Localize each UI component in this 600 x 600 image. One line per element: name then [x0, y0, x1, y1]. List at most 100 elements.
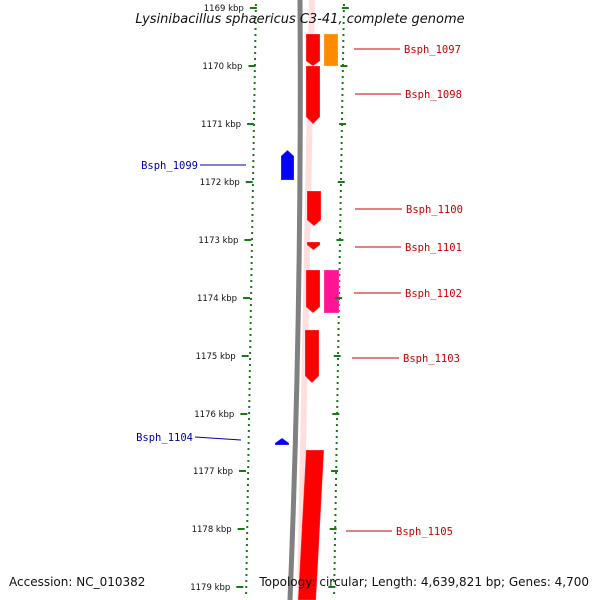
right-ruler-dot [341, 94, 344, 96]
left-ruler-dot [254, 34, 257, 36]
left-ruler-dot [248, 382, 251, 384]
right-ruler-dot [333, 556, 336, 558]
left-ruler-dot [250, 244, 253, 246]
left-ruler-dot [248, 388, 251, 390]
gene-label-bsph-1099[interactable]: Bsph_1099 [141, 160, 198, 172]
left-ruler-dot [250, 292, 253, 294]
gene-label-bsph-1104[interactable]: Bsph_1104 [136, 432, 193, 444]
left-ruler-dot [249, 340, 252, 342]
left-ruler-dot [254, 46, 257, 48]
right-ruler-dot [338, 280, 341, 282]
left-ruler-dot [251, 214, 254, 216]
right-ruler-dot [336, 400, 339, 402]
right-ruler-dot [335, 430, 338, 432]
left-ruler-dot [249, 346, 252, 348]
left-ruler-dot [246, 520, 249, 522]
right-ruler-dot [336, 406, 339, 408]
right-ruler-dot [341, 118, 344, 120]
right-ruler-dot [336, 364, 339, 366]
left-ruler-dot [246, 532, 249, 534]
left-ruler-dot [245, 568, 248, 570]
left-ruler-dot [248, 418, 251, 420]
gene-label-bsph-1102[interactable]: Bsph_1102 [405, 288, 462, 300]
right-ruler-dot [339, 214, 342, 216]
right-major-tick [339, 123, 347, 125]
left-ruler-dot [249, 310, 252, 312]
left-major-tick [236, 586, 244, 588]
gene-feature-bsph-1097[interactable] [324, 34, 338, 66]
right-ruler-dot [339, 220, 342, 222]
gene-feature-bsph-1097[interactable] [306, 34, 320, 66]
right-ruler-dot [336, 376, 339, 378]
gene-label-bsph-1097[interactable]: Bsph_1097 [404, 44, 461, 56]
right-ruler-dot [338, 250, 341, 252]
right-ruler-dot [334, 502, 337, 504]
right-ruler-dot [337, 340, 340, 342]
right-ruler-dot [341, 88, 344, 90]
left-ruler-dot [250, 256, 253, 258]
right-ruler-dot [342, 58, 345, 60]
gene-feature-bsph-1102[interactable] [324, 270, 339, 313]
left-ruler-dot [252, 130, 255, 132]
left-ruler-dot [249, 304, 252, 306]
right-ruler-dot [338, 256, 341, 258]
gene-feature-outline [305, 269, 321, 314]
right-ruler-dot [335, 442, 338, 444]
gene-feature-outline [306, 190, 322, 227]
right-ruler-dot [342, 34, 345, 36]
left-ruler-dot [254, 16, 257, 18]
tick-label: 1175 kbp [196, 352, 236, 362]
gene-feature-bsph-1105[interactable] [298, 450, 324, 600]
gene-feature-bsph-1099[interactable] [281, 150, 294, 180]
right-ruler-dot [340, 160, 343, 162]
gene-feature-bsph-1098[interactable] [306, 66, 320, 124]
left-major-tick [243, 297, 251, 299]
right-ruler-dot [335, 466, 338, 468]
tick-label: 1174 kbp [197, 294, 237, 304]
left-ruler-dot [249, 358, 252, 360]
tick-label: 1173 kbp [198, 236, 238, 246]
right-ruler-dot [333, 562, 336, 564]
left-ruler-dot [247, 430, 250, 432]
gene-feature-bsph-1100[interactable] [307, 191, 321, 226]
right-major-tick [337, 181, 345, 183]
left-ruler-dot [254, 52, 257, 54]
left-ruler-dot [253, 76, 256, 78]
left-ruler-dot [246, 514, 249, 516]
gene-label-bsph-1101[interactable]: Bsph_1101 [405, 242, 462, 254]
gene-label-bsph-1105[interactable]: Bsph_1105 [396, 526, 453, 538]
gene-feature-bsph-1102[interactable] [306, 270, 320, 313]
gene-label-bsph-1103[interactable]: Bsph_1103 [403, 353, 460, 365]
right-ruler-dot [338, 262, 341, 264]
left-ruler-dot [245, 550, 248, 552]
left-major-tick [245, 181, 253, 183]
gene-feature-bsph-1101[interactable] [307, 242, 320, 250]
right-ruler-dot [336, 382, 339, 384]
left-ruler-dot [245, 592, 248, 594]
left-major-tick [248, 65, 256, 67]
right-ruler-dot [341, 100, 344, 102]
left-ruler-dot [246, 496, 249, 498]
gene-feature-outline [323, 269, 340, 314]
left-ruler-dot [249, 322, 252, 324]
right-ruler-dot [333, 568, 336, 570]
right-ruler-dot [341, 70, 344, 72]
left-ruler-dot [252, 160, 255, 162]
left-ruler-dot [247, 448, 250, 450]
right-ruler-dot [342, 28, 345, 30]
left-major-tick [249, 7, 257, 9]
tick-label: 1177 kbp [193, 467, 233, 477]
right-major-tick [340, 65, 348, 67]
gene-label-bsph-1100[interactable]: Bsph_1100 [406, 204, 463, 216]
left-ruler-dot [252, 154, 255, 156]
gene-label-bsph-1098[interactable]: Bsph_1098 [405, 89, 462, 101]
left-ruler-dot [248, 370, 251, 372]
gene-feature-bsph-1103[interactable] [305, 330, 319, 383]
left-ruler-dot [251, 196, 254, 198]
gene-feature-bsph-1104[interactable] [275, 438, 289, 445]
right-ruler-dot [342, 46, 345, 48]
right-ruler-dot [334, 520, 337, 522]
left-ruler-dot [250, 262, 253, 264]
